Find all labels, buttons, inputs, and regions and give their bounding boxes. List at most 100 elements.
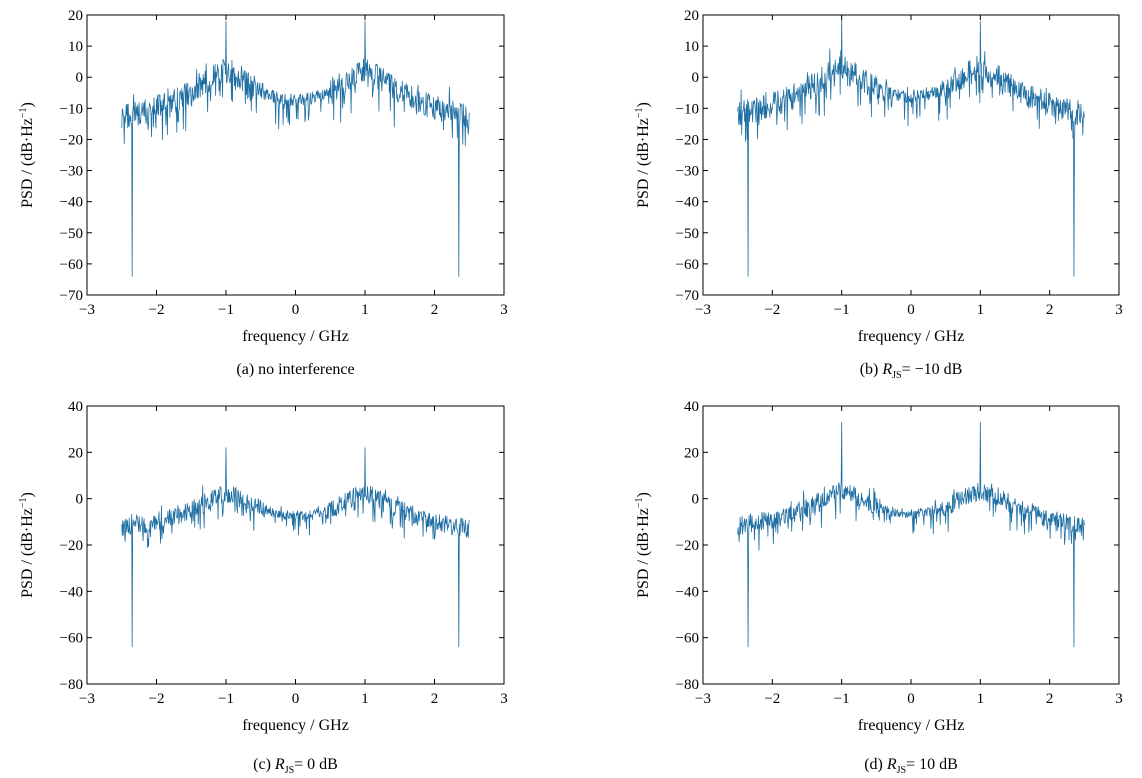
y-tick-label: 10 bbox=[68, 39, 83, 55]
y-tick-label: 10 bbox=[684, 39, 699, 55]
caption-suffix: = −10 dB bbox=[902, 361, 963, 378]
y-tick-label: −10 bbox=[676, 101, 699, 117]
y-tick-label: −70 bbox=[60, 288, 83, 304]
y-axis-label: PSD / (dB·Hz−1) bbox=[18, 492, 36, 598]
y-tick-label: 40 bbox=[68, 399, 83, 415]
caption-suffix: = 0 dB bbox=[294, 756, 338, 773]
x-axis-label: frequency / GHz bbox=[242, 717, 349, 734]
psd-series-line bbox=[737, 17, 1085, 277]
x-tick-label: −3 bbox=[79, 302, 95, 318]
x-axis-label: frequency / GHz bbox=[242, 328, 349, 345]
x-tick-label: 1 bbox=[977, 691, 985, 707]
x-tick-label: −3 bbox=[695, 302, 711, 318]
caption-prefix: (a) no interference bbox=[236, 361, 354, 378]
y-tick-label: −60 bbox=[60, 257, 83, 273]
axes-box bbox=[702, 405, 1120, 685]
y-tick-label: 0 bbox=[692, 492, 700, 508]
y-tick-label: −20 bbox=[60, 538, 83, 554]
y-axis-label-text: PSD / (dB·Hz bbox=[635, 508, 652, 598]
x-axis-label: frequency / GHz bbox=[858, 717, 965, 734]
y-tick-label: −30 bbox=[60, 164, 83, 180]
y-tick-label: −60 bbox=[676, 631, 699, 647]
x-tick-label: 2 bbox=[431, 691, 439, 707]
y-tick-label: −20 bbox=[676, 538, 699, 554]
y-axis-label-close: ) bbox=[635, 102, 652, 107]
x-tick-label: 2 bbox=[431, 302, 439, 318]
y-tick-label: 20 bbox=[68, 445, 83, 461]
y-axis-label-text: PSD / (dB·Hz bbox=[635, 118, 652, 208]
x-tick-label: 0 bbox=[292, 691, 300, 707]
caption-symbol: R bbox=[886, 756, 897, 773]
x-tick-label: −2 bbox=[764, 691, 780, 707]
y-tick-label: 0 bbox=[76, 492, 84, 508]
caption-suffix: = 10 dB bbox=[906, 756, 958, 773]
y-tick-label: −20 bbox=[676, 132, 699, 148]
x-tick-label: 3 bbox=[1115, 302, 1123, 318]
caption-prefix: (b) bbox=[860, 361, 883, 378]
y-tick-label: −40 bbox=[676, 584, 699, 600]
y-tick-label: −60 bbox=[676, 257, 699, 273]
x-tick-label: −2 bbox=[149, 302, 165, 318]
y-tick-label: −40 bbox=[60, 195, 83, 211]
x-tick-label: −1 bbox=[834, 691, 850, 707]
y-tick-label: 0 bbox=[692, 70, 700, 86]
panel-c: −3 −2 −1 0 1 2 3 −80 −60 −40 −20 0 20 40 frequency / G… bbox=[18, 399, 508, 776]
x-tick-label: 3 bbox=[1115, 691, 1123, 707]
caption-prefix: (d) bbox=[864, 756, 887, 773]
y-tick-label: −20 bbox=[60, 132, 83, 148]
panel-caption: (b) RJS= −10 dB bbox=[860, 361, 963, 381]
y-axis-label-exponent: −1 bbox=[18, 497, 29, 508]
x-tick-label: 2 bbox=[1046, 691, 1054, 707]
x-tick-label: −1 bbox=[834, 302, 850, 318]
panel-caption: (d) RJS= 10 dB bbox=[864, 756, 958, 776]
x-tick-label: 0 bbox=[292, 302, 300, 318]
y-tick-label: 20 bbox=[68, 8, 83, 24]
y-tick-label: −40 bbox=[676, 195, 699, 211]
y-tick-label: 20 bbox=[684, 445, 699, 461]
y-axis-label-close: ) bbox=[19, 492, 36, 497]
axes-box bbox=[86, 14, 505, 296]
x-tick-label: 2 bbox=[1046, 302, 1054, 318]
caption-subscript: JS bbox=[897, 765, 906, 776]
x-tick-label: 0 bbox=[907, 691, 915, 707]
x-tick-label: −3 bbox=[79, 691, 95, 707]
y-axis-label-close: ) bbox=[19, 102, 36, 107]
y-tick-label: −60 bbox=[60, 631, 83, 647]
caption-prefix: (c) bbox=[253, 756, 275, 773]
y-tick-label: −50 bbox=[60, 226, 83, 242]
x-tick-label: −2 bbox=[764, 302, 780, 318]
psd-series-line bbox=[121, 20, 470, 277]
caption-symbol: R bbox=[881, 361, 892, 378]
y-tick-label: 40 bbox=[684, 399, 699, 415]
y-tick-label: −10 bbox=[60, 101, 83, 117]
y-tick-label: 0 bbox=[76, 70, 84, 86]
y-axis-label-text: PSD / (dB·Hz bbox=[19, 118, 36, 208]
x-tick-label: 0 bbox=[907, 302, 915, 318]
y-axis-label-exponent: −1 bbox=[18, 107, 29, 118]
caption-subscript: JS bbox=[285, 765, 294, 776]
y-tick-label: −80 bbox=[676, 677, 699, 693]
y-tick-label: −40 bbox=[60, 584, 83, 600]
y-tick-label: −30 bbox=[676, 164, 699, 180]
y-tick-label: 20 bbox=[684, 8, 699, 24]
x-tick-label: −3 bbox=[695, 691, 711, 707]
y-tick-label: −50 bbox=[676, 226, 699, 242]
y-axis-label-text: PSD / (dB·Hz bbox=[19, 508, 36, 598]
psd-series-line bbox=[737, 421, 1085, 648]
y-axis-label: PSD / (dB·Hz−1) bbox=[634, 102, 652, 208]
panel-caption: (c) RJS= 0 dB bbox=[253, 756, 338, 776]
y-axis-label: PSD / (dB·Hz−1) bbox=[634, 492, 652, 598]
axes-box bbox=[702, 14, 1120, 296]
panel-a: −3 −2 −1 0 1 2 3−70−60−50−40−30−20−1001020freq… bbox=[18, 8, 508, 378]
x-tick-label: −1 bbox=[218, 691, 234, 707]
x-axis-label: frequency / GHz bbox=[858, 328, 965, 345]
y-axis-label: PSD / (dB·Hz−1) bbox=[18, 102, 36, 208]
caption-subscript: JS bbox=[892, 370, 901, 381]
panel-d: −3 −2 −1 0 1 2 3 −80 −60 −40 −20 0 20 40 frequency / G… bbox=[634, 399, 1123, 776]
y-tick-label: −70 bbox=[676, 288, 699, 304]
x-tick-label: 1 bbox=[361, 302, 369, 318]
y-axis-label-exponent: −1 bbox=[634, 107, 645, 118]
psd-series-line bbox=[121, 447, 470, 648]
x-tick-label: 3 bbox=[500, 691, 508, 707]
